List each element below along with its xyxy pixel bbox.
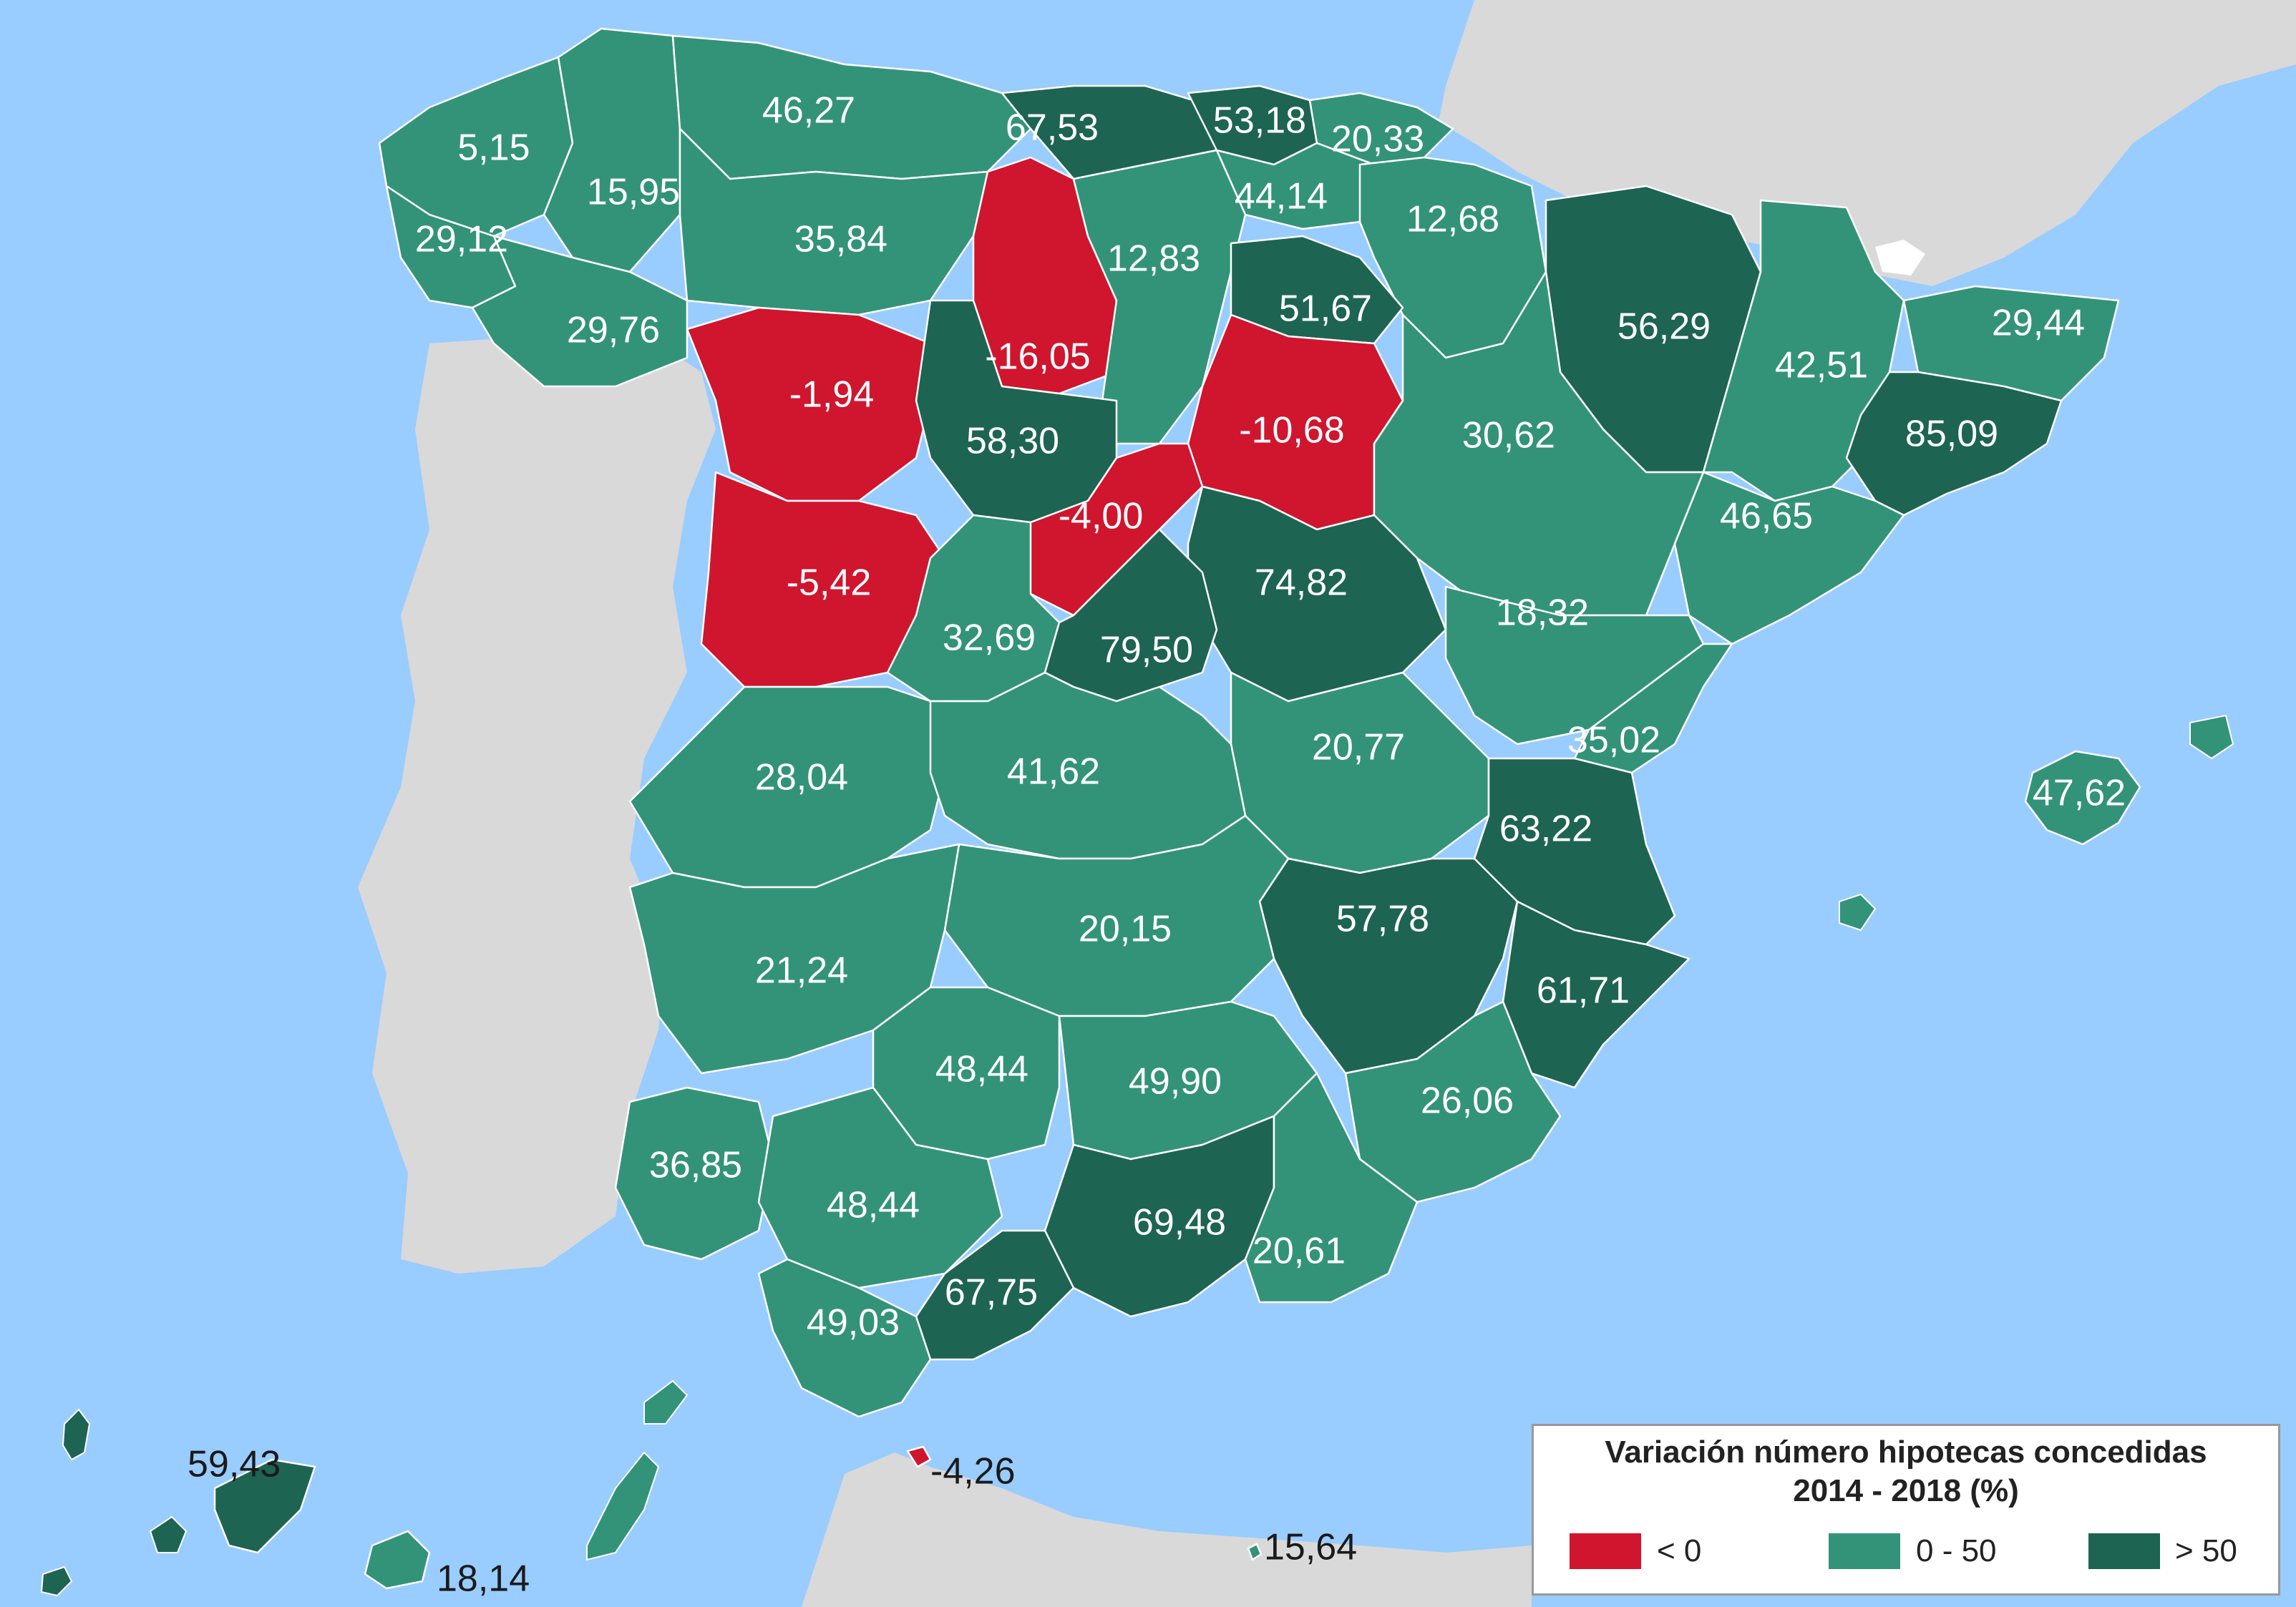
province-las-palmas — [364, 1530, 431, 1590]
province-value-murcia: 26,06 — [1421, 1080, 1514, 1122]
province-value-badajoz: 21,24 — [755, 950, 848, 992]
province-value-sevilla: 48,44 — [827, 1185, 920, 1226]
legend-label-high: > 50 — [2175, 1533, 2237, 1568]
province-ourense — [471, 235, 689, 388]
province-value-cuenca: 20,77 — [1312, 727, 1405, 768]
province-barcelona — [1845, 371, 2063, 517]
province-value-guadalajara: 74,82 — [1255, 562, 1348, 604]
province-value-caceres: 28,04 — [755, 757, 848, 798]
province-value-illes-balears: 47,62 — [2033, 773, 2126, 814]
province-value-zaragoza: 30,62 — [1462, 415, 1555, 456]
legend-swatch-negative — [1570, 1533, 1641, 1569]
province-value-toledo: 41,62 — [1007, 751, 1100, 793]
province-value-asturias: 46,27 — [762, 90, 855, 132]
province-value-teruel: 18,32 — [1496, 592, 1589, 634]
province-value-lugo: 15,95 — [587, 172, 680, 213]
province-value-huesca: 56,29 — [1618, 306, 1711, 348]
province-value-salamanca: -5,42 — [787, 562, 872, 604]
province-ceuta — [906, 1445, 932, 1468]
legend-swatch-mid — [1829, 1533, 1900, 1569]
province-value-almeria: 20,61 — [1252, 1231, 1346, 1272]
province-value-bizkaia: 53,18 — [1213, 100, 1306, 142]
province-tarragona — [1673, 471, 1905, 645]
province-almeria — [1244, 1072, 1419, 1304]
province-illes-balears — [2024, 750, 2141, 846]
province-value-alicante: 61,71 — [1537, 970, 1630, 1012]
la-palma-island — [62, 1408, 91, 1461]
portugal-landmass — [358, 329, 716, 1274]
province-value-burgos: 12,83 — [1107, 238, 1200, 280]
province-value-alava: 44,14 — [1235, 176, 1328, 218]
province-lugo — [543, 27, 681, 273]
province-value-albacete: 57,78 — [1336, 899, 1429, 940]
province-cadiz — [757, 1258, 932, 1418]
province-value-valladolid: 58,30 — [966, 421, 1059, 462]
legend-title: Variación número hipotecas concedidas — [1605, 1435, 2207, 1470]
province-value-a-coruna: 5,15 — [457, 127, 530, 169]
province-value-las-palmas: 18,14 — [437, 1558, 530, 1600]
province-value-barcelona: 85,09 — [1905, 414, 1998, 455]
province-value-leon: 35,84 — [794, 219, 887, 260]
el-hierro-island — [40, 1566, 73, 1597]
province-value-gipuzkoa: 20,33 — [1331, 119, 1424, 160]
province-value-castellon: 35,02 — [1567, 720, 1660, 761]
province-value-granada: 69,48 — [1133, 1202, 1226, 1244]
north-africa-landmass — [802, 1452, 1532, 1607]
legend-label-mid: 0 - 50 — [1916, 1533, 1997, 1568]
province-zamora — [686, 306, 932, 502]
province-value-soria: -10,68 — [1239, 410, 1344, 451]
province-melilla — [1247, 1543, 1263, 1561]
province-value-cantabria: 67,53 — [1006, 107, 1099, 149]
la-gomera-island — [149, 1515, 188, 1553]
provinces-layer — [40, 27, 2234, 1597]
province-value-jaen: 49,90 — [1129, 1061, 1222, 1103]
legend-subtitle: 2014 - 2018 (%) — [1793, 1473, 2019, 1508]
province-value-ciudad-real: 20,15 — [1079, 909, 1172, 950]
province-toledo — [929, 671, 1247, 860]
province-value-valencia: 63,22 — [1499, 809, 1592, 850]
province-value-lleida: 42,51 — [1775, 345, 1868, 386]
province-value-avila: 32,69 — [943, 617, 1036, 659]
province-leon — [678, 127, 989, 316]
province-value-malaga: 67,75 — [945, 1272, 1038, 1314]
province-value-pontevedra: 29,12 — [415, 219, 508, 260]
province-huelva — [614, 1086, 774, 1261]
province-value-palencia: -16,05 — [985, 336, 1090, 378]
province-value-zamora: -1,94 — [789, 374, 875, 416]
andorra — [1875, 240, 1925, 275]
ibiza-island — [1839, 893, 1877, 932]
province-value-madrid: 79,50 — [1100, 630, 1193, 671]
province-value-navarra: 12,68 — [1406, 199, 1499, 240]
province-badajoz — [628, 843, 960, 1075]
province-value-segovia: -4,00 — [1059, 496, 1144, 537]
province-value-huelva: 36,85 — [649, 1145, 742, 1186]
legend-label-negative: < 0 — [1657, 1533, 1702, 1568]
menorca-island — [2189, 714, 2234, 760]
province-value-santa-cruz-de-tenerife: 59,43 — [188, 1444, 281, 1485]
province-value-la-rioja: 51,67 — [1279, 288, 1372, 330]
province-value-cordoba: 48,44 — [935, 1049, 1028, 1090]
province-value-ourense: 29,76 — [567, 310, 660, 351]
province-value-cadiz: 49,03 — [807, 1302, 900, 1344]
province-santa-cruz-de-tenerife — [213, 1458, 316, 1554]
legend-swatch-high — [2088, 1533, 2160, 1569]
lanzarote-island — [643, 1379, 689, 1425]
province-value-ceuta: -4,26 — [930, 1451, 1016, 1493]
legend: Variación número hipotecas concedidas 20… — [1532, 1424, 2280, 1596]
province-value-girona: 29,44 — [1992, 303, 2085, 344]
province-sevilla — [757, 1086, 1003, 1289]
province-value-tarragona: 46,65 — [1720, 496, 1813, 537]
fuerteventura-island — [586, 1451, 660, 1561]
province-value-melilla: 15,64 — [1264, 1527, 1357, 1568]
